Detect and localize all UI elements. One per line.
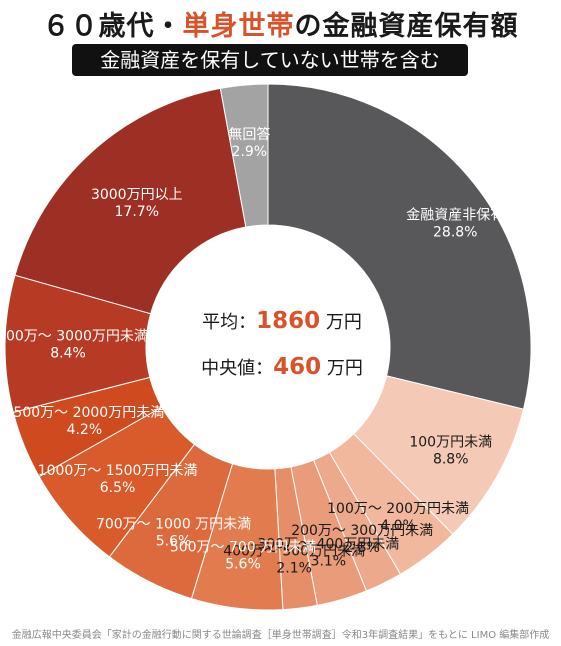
average-value: 1860 <box>256 308 321 334</box>
slice-value-4: 3.1% <box>311 553 347 569</box>
title-part1: ６０歳代・ <box>42 11 183 42</box>
slice-value-2: 4.0% <box>380 518 416 534</box>
slice-label-11: 3000万円以上 <box>91 187 183 203</box>
title-part2-accent: 単身世帯 <box>182 11 295 42</box>
subtitle-badge: 金融資産を保有していない世帯を含む <box>72 44 468 76</box>
slice-label-10: 2000万～ 3000万円未満 <box>0 328 148 344</box>
slice-value-6: 5.6% <box>225 557 261 573</box>
slice-value-7: 5.6% <box>156 533 192 549</box>
slice-label-1: 100万円未満 <box>409 434 492 450</box>
slice-value-9: 4.2% <box>67 422 103 438</box>
slice-label-0: 金融資産非保有 <box>406 207 504 223</box>
source-note: 金融広報中央委員会「家計の金融行動に関する世論調査［単身世帯調査］令和3年調査結… <box>11 630 550 641</box>
slice-label-5: 400万～ 500万円未満 <box>223 543 365 559</box>
slice-label-2: 100万～ 200万円未満 <box>327 501 469 517</box>
slice-value-8: 6.5% <box>100 480 136 496</box>
slice-value-3: 2.3% <box>344 540 380 556</box>
average-line: 平均：1860 万円 <box>182 308 382 334</box>
slice-value-0: 28.8% <box>433 224 477 240</box>
slice-label-7: 700万～ 1000 万円未満 <box>96 516 251 532</box>
average-label: 平均： <box>202 312 257 333</box>
slice-label-3: 200万～ 300万円未満 <box>291 523 433 539</box>
slice-label-9: 1500万～ 2000万円未満 <box>5 405 165 421</box>
slice-value-5: 2.1% <box>276 560 312 576</box>
slice-label-4: 300万～ 400万円未満 <box>257 536 399 552</box>
median-unit: 万円 <box>326 358 363 379</box>
average-unit: 万円 <box>325 312 362 333</box>
slice-label-6: 500万～ 700 万円未満 <box>170 540 316 556</box>
slice-label-8: 1000万～ 1500万円未満 <box>38 463 198 479</box>
slice-value-1: 8.8% <box>433 451 469 467</box>
slice-value-12: 2.9% <box>232 144 268 160</box>
slice-11 <box>14 87 247 315</box>
title-part3: の金融資産保有額 <box>294 11 519 42</box>
donut-hole <box>147 226 389 468</box>
slice-value-10: 8.4% <box>50 345 86 361</box>
slice-0 <box>267 83 532 410</box>
slice-label-12: 無回答 <box>228 126 270 143</box>
median-line: 中央値：460 万円 <box>182 354 382 380</box>
slice-value-11: 17.7% <box>115 204 159 220</box>
median-value: 460 <box>273 354 322 380</box>
median-label: 中央値： <box>201 358 274 379</box>
chart-title: ６０歳代・単身世帯の金融資産保有額 <box>0 4 561 43</box>
slice-12 <box>219 83 269 228</box>
